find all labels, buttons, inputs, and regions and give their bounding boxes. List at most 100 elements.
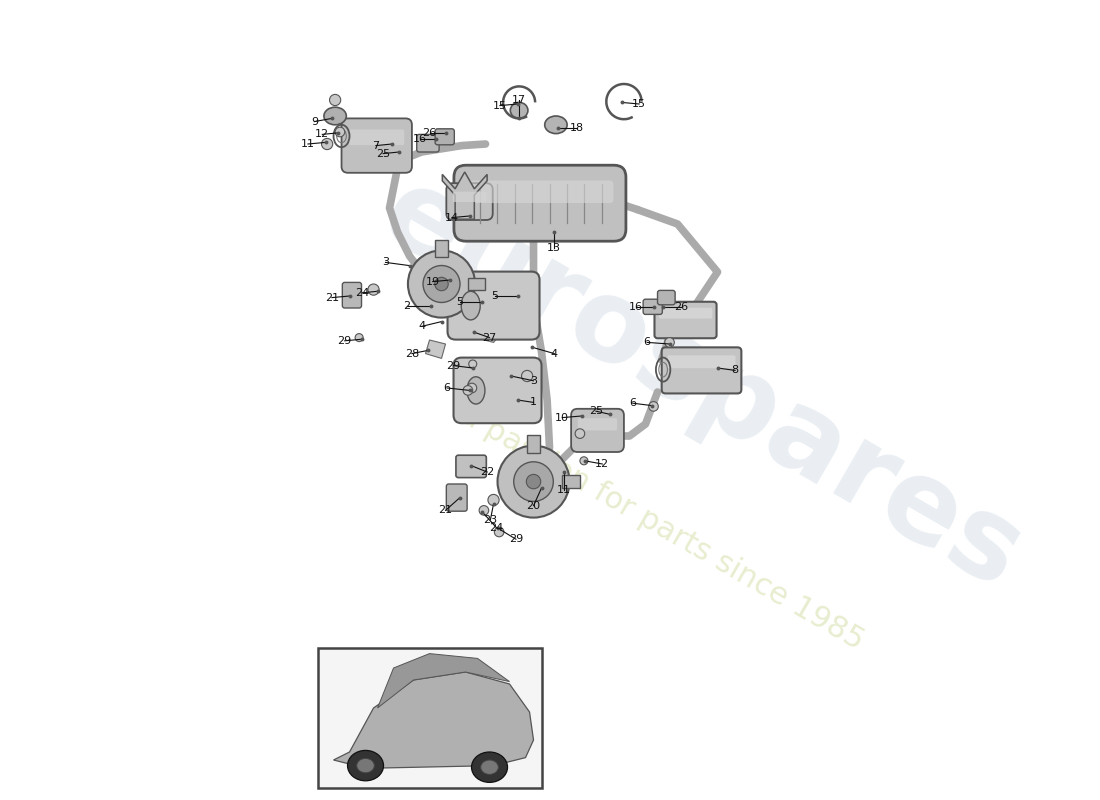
Circle shape: [575, 429, 585, 438]
Text: 3: 3: [382, 258, 389, 267]
Text: 21: 21: [439, 506, 452, 515]
Circle shape: [580, 457, 587, 465]
Text: 11: 11: [301, 139, 315, 149]
Text: eurospares: eurospares: [362, 156, 1042, 612]
Polygon shape: [468, 308, 506, 342]
Text: 16: 16: [412, 134, 427, 144]
Circle shape: [494, 527, 504, 537]
FancyBboxPatch shape: [654, 302, 716, 338]
Circle shape: [408, 250, 475, 318]
FancyBboxPatch shape: [658, 290, 675, 305]
Ellipse shape: [323, 107, 346, 125]
Text: 13: 13: [547, 243, 561, 253]
FancyBboxPatch shape: [447, 484, 468, 511]
Circle shape: [469, 360, 476, 368]
FancyBboxPatch shape: [578, 418, 617, 430]
Text: 21: 21: [324, 293, 339, 302]
Text: 29: 29: [447, 361, 461, 370]
Text: 27: 27: [483, 333, 496, 342]
Text: 3: 3: [530, 376, 537, 386]
Bar: [527, 435, 540, 453]
Text: 29: 29: [338, 336, 352, 346]
Text: 24: 24: [490, 523, 504, 533]
Text: 25: 25: [588, 406, 603, 416]
Polygon shape: [377, 654, 509, 708]
Text: 25: 25: [376, 149, 390, 158]
FancyBboxPatch shape: [436, 129, 454, 145]
Circle shape: [649, 402, 658, 411]
Text: 6: 6: [629, 398, 636, 408]
Text: 22: 22: [480, 467, 494, 477]
Circle shape: [367, 284, 380, 295]
Circle shape: [521, 370, 532, 382]
Polygon shape: [333, 672, 534, 768]
Ellipse shape: [510, 102, 528, 118]
Text: 19: 19: [426, 277, 440, 286]
FancyBboxPatch shape: [453, 358, 541, 423]
Circle shape: [664, 338, 674, 347]
FancyBboxPatch shape: [448, 272, 539, 339]
Circle shape: [330, 94, 341, 106]
Text: 11: 11: [557, 485, 571, 494]
Bar: [469, 278, 485, 290]
Text: 18: 18: [570, 123, 584, 133]
Ellipse shape: [472, 752, 507, 782]
Bar: [436, 240, 448, 257]
Text: 14: 14: [444, 213, 459, 222]
Text: 2: 2: [404, 301, 410, 310]
Text: 23: 23: [483, 515, 497, 525]
Text: 4: 4: [418, 322, 425, 331]
Text: 24: 24: [355, 288, 370, 298]
Circle shape: [488, 494, 499, 506]
Text: 17: 17: [513, 95, 526, 105]
Text: 26: 26: [422, 128, 437, 138]
Circle shape: [514, 462, 553, 502]
Text: 20: 20: [527, 501, 540, 510]
Text: 26: 26: [673, 302, 688, 312]
Bar: [318, 648, 541, 788]
FancyBboxPatch shape: [455, 455, 486, 478]
Circle shape: [336, 127, 344, 137]
Text: 7: 7: [373, 141, 380, 150]
Text: 12: 12: [595, 459, 609, 469]
FancyBboxPatch shape: [447, 183, 493, 220]
Text: 5: 5: [492, 291, 498, 301]
Text: 15: 15: [493, 101, 507, 110]
Circle shape: [497, 446, 570, 518]
Circle shape: [526, 474, 541, 489]
Polygon shape: [442, 172, 487, 219]
FancyBboxPatch shape: [571, 409, 624, 452]
Circle shape: [463, 386, 473, 395]
Text: 6: 6: [644, 338, 650, 347]
Text: 29: 29: [509, 534, 522, 544]
Circle shape: [480, 506, 488, 515]
FancyBboxPatch shape: [417, 134, 439, 152]
Text: 10: 10: [556, 413, 570, 422]
FancyBboxPatch shape: [466, 181, 614, 203]
Circle shape: [355, 334, 363, 342]
Text: 1: 1: [530, 398, 537, 407]
Text: 9: 9: [311, 117, 318, 126]
Circle shape: [321, 138, 332, 150]
Ellipse shape: [544, 116, 568, 134]
Text: 5: 5: [456, 298, 463, 307]
Ellipse shape: [466, 377, 485, 404]
FancyBboxPatch shape: [662, 347, 741, 394]
Ellipse shape: [461, 291, 481, 320]
Ellipse shape: [348, 750, 384, 781]
Text: 4: 4: [551, 349, 558, 358]
Text: 6: 6: [443, 383, 451, 393]
Bar: [562, 475, 581, 488]
FancyBboxPatch shape: [342, 282, 362, 308]
Ellipse shape: [481, 760, 498, 774]
Text: 12: 12: [316, 130, 329, 139]
Circle shape: [468, 383, 476, 393]
Ellipse shape: [356, 758, 374, 773]
Circle shape: [434, 278, 448, 290]
FancyBboxPatch shape: [659, 308, 713, 318]
Text: 28: 28: [405, 349, 419, 358]
FancyBboxPatch shape: [454, 166, 626, 242]
Text: a passion for parts since 1985: a passion for parts since 1985: [454, 400, 868, 656]
FancyBboxPatch shape: [668, 355, 736, 368]
FancyBboxPatch shape: [349, 130, 404, 145]
